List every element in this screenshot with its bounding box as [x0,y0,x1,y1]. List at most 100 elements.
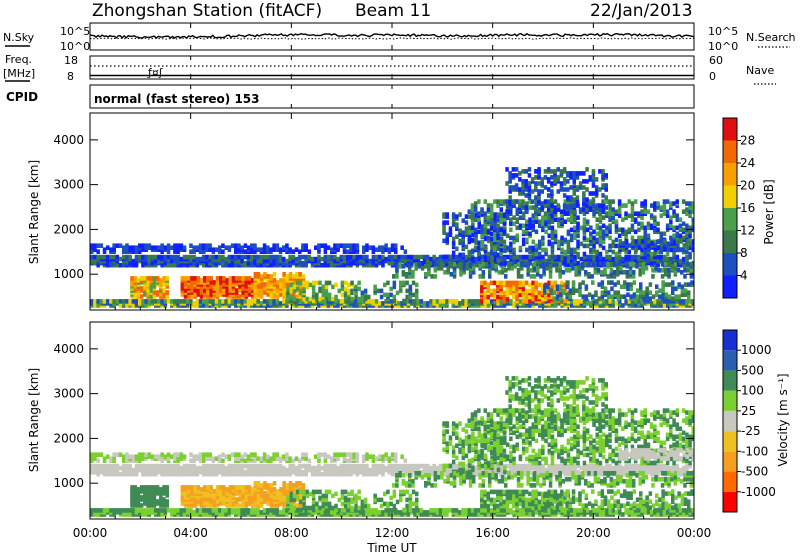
power-cell [587,272,591,277]
power-cell [541,235,545,241]
power-cell [525,247,529,253]
power-cell [250,243,254,248]
power-cell [608,217,612,222]
power-cell [235,294,239,299]
velocity-cell [333,467,337,473]
velocity-cell [352,463,356,469]
power-cell [618,239,622,244]
power-cell [189,249,193,254]
power-cell [683,274,687,279]
power-cell [601,183,605,188]
power-cell [503,260,507,266]
power-cell [90,243,94,248]
power-cell [539,264,543,269]
power-cell [416,299,420,304]
power-cell [562,290,566,295]
power-cell [675,254,680,260]
power-cell [508,290,513,296]
velocity-cell [621,465,625,471]
power-cell [521,294,526,300]
velocity-cell [317,452,321,457]
power-cell [152,280,157,285]
power-cell [589,247,593,253]
velocity-cell [278,456,283,461]
power-cell [346,243,350,248]
power-cell [546,284,550,289]
velocity-cell [390,463,395,469]
power-cell [655,290,659,295]
power-cell [93,260,97,266]
power-cell [637,221,641,227]
power-cell [499,227,503,233]
power-cell [585,237,590,243]
velocity-cell [288,456,292,461]
power-cell [505,181,509,186]
power-cell [205,243,209,248]
power-cell [143,290,147,295]
power-cell [131,262,136,268]
power-cell [125,254,129,260]
velocity-cell [445,471,449,477]
power-cell [688,225,692,231]
power-cell [630,213,635,218]
power-cell [209,288,213,293]
power-cell [272,294,277,299]
power-cell [521,211,526,216]
velocity-cell [128,508,132,513]
power-cell [656,299,660,304]
velocity-cell [656,463,660,469]
power-cell [646,254,651,260]
velocity-cell [160,458,164,463]
power-cell [531,245,535,251]
power-cell [550,258,555,264]
velocity-cell [400,454,404,459]
power-cell [582,207,586,212]
power-cell [593,266,598,271]
power-cell [221,260,225,266]
power-cell [491,262,495,267]
power-cell [496,298,500,304]
velocity-cell [138,452,142,457]
power-cell [486,229,491,235]
power-cell [637,239,642,244]
velocity-cell [384,452,388,457]
power-cell [691,205,694,210]
power-cell [600,294,605,299]
power-cell [246,245,251,250]
power-cell [566,187,570,192]
power-cell [259,301,264,306]
power-cell [451,299,456,304]
power-cell [582,235,587,241]
power-cell [139,286,144,291]
power-cell [496,252,501,258]
power-cell [643,233,647,239]
power-cell [585,243,590,249]
power-cell [250,299,254,304]
power-cell [566,258,571,264]
power-cell [302,280,306,286]
velocity-cell [349,456,353,461]
power-cell [471,232,475,237]
power-cell [504,274,508,279]
power-cell [518,191,522,196]
power-cell [540,181,544,186]
velocity-cell [224,454,228,459]
power-cell [288,247,292,252]
power-cell [390,299,395,304]
power-cell [509,299,513,304]
velocity-cell [115,452,120,457]
velocity-cell [342,467,347,473]
power-cell [531,219,535,224]
power-cell [588,191,592,196]
power-cell [231,276,236,281]
power-cell [180,286,185,291]
velocity-cell [208,463,212,469]
power-cell [610,294,614,299]
power-cell [561,270,566,275]
power-cell [676,268,681,273]
power-cell [317,254,321,260]
velocity-cell [157,463,161,469]
power-cell [598,207,603,212]
power-cell [496,199,500,204]
velocity-cell [419,469,424,475]
